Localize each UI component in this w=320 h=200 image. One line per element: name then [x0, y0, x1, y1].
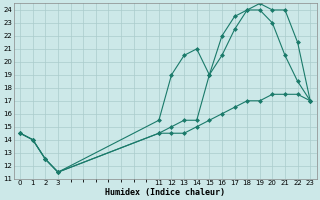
- X-axis label: Humidex (Indice chaleur): Humidex (Indice chaleur): [105, 188, 225, 197]
